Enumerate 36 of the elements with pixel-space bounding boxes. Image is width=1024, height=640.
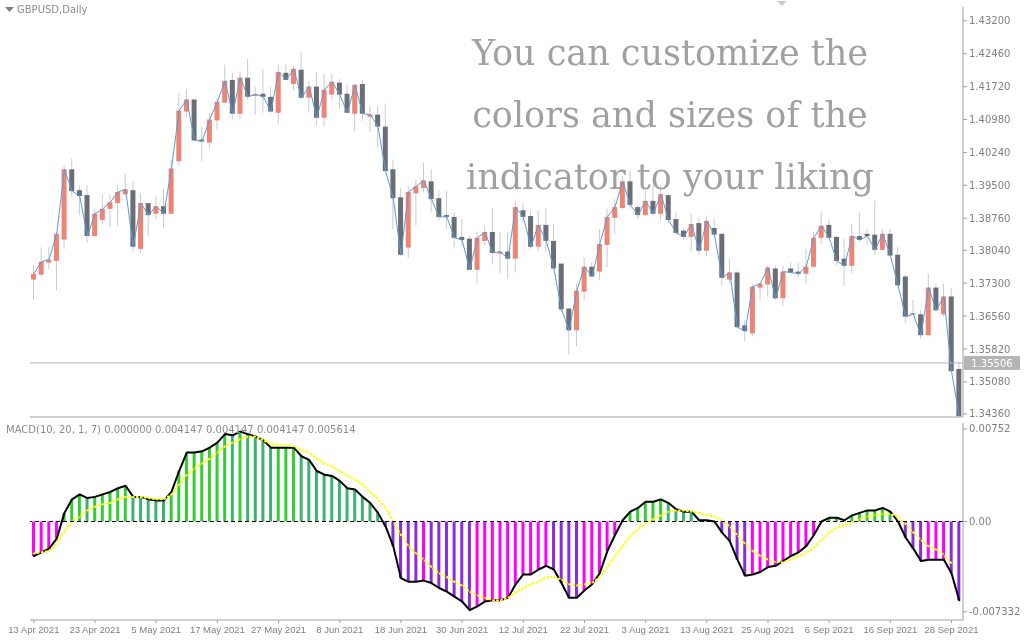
y-tick-label: 1.38760 [969, 212, 1011, 224]
x-tick-label: 3 Aug 2021 [621, 624, 670, 635]
y-tick-label: 1.43200 [969, 15, 1011, 27]
y-tick-label: 1.36560 [969, 310, 1011, 322]
x-tick-label: 5 May 2021 [131, 624, 182, 635]
x-tick-label: 30 Jun 2021 [435, 624, 489, 635]
x-tick-label: 25 Aug 2021 [741, 624, 795, 635]
x-tick-label: 23 Apr 2021 [69, 624, 121, 635]
x-tick-label: 28 Sep 2021 [924, 624, 979, 635]
y-tick-label: 0.00 [969, 516, 992, 528]
x-tick-label: 8 Jun 2021 [316, 624, 364, 635]
annotation: You can customize the colors and sizes of the indicator to your liking [464, 32, 875, 199]
y-tick-label: -0.007332 [969, 606, 1021, 618]
y-tick-label: 1.40980 [969, 114, 1011, 126]
y-tick-label: 1.35820 [969, 343, 1011, 355]
y-tick-label: 1.39500 [969, 179, 1011, 191]
y-tick-label: 1.37300 [969, 277, 1011, 289]
x-tick-label: 13 Apr 2021 [8, 624, 60, 635]
y-tick-label: 1.40240 [969, 146, 1011, 158]
y-tick-label: 0.00752 [969, 423, 1011, 435]
x-tick-label: 13 Aug 2021 [680, 624, 734, 635]
y-tick-label: 1.41720 [969, 81, 1011, 93]
x-tick-label: 18 Jun 2021 [374, 624, 428, 635]
y-tick-label: 1.38040 [969, 244, 1011, 256]
ref-line-label: 1.35506 [971, 357, 1013, 369]
y-tick-label: 1.34360 [969, 408, 1011, 420]
x-tick-label: 16 Sep 2021 [863, 624, 918, 635]
y-tick-label: 1.42460 [969, 48, 1011, 60]
chart-title: GBPUSD,Daily [17, 4, 88, 15]
x-tick-label: 22 Jul 2021 [559, 624, 610, 635]
x-tick-label: 17 May 2021 [189, 624, 245, 635]
chart-title: MACD(10, 20, 1, 7) 0.000000 0.004147 0.004147 0.004147 0.005614 [6, 424, 356, 435]
y-tick-label: 1.35080 [969, 376, 1011, 388]
x-tick-label: 12 Jul 2021 [498, 624, 548, 635]
x-tick-label: 27 May 2021 [251, 624, 307, 635]
x-tick-label: 6 Sep 2021 [804, 624, 854, 635]
